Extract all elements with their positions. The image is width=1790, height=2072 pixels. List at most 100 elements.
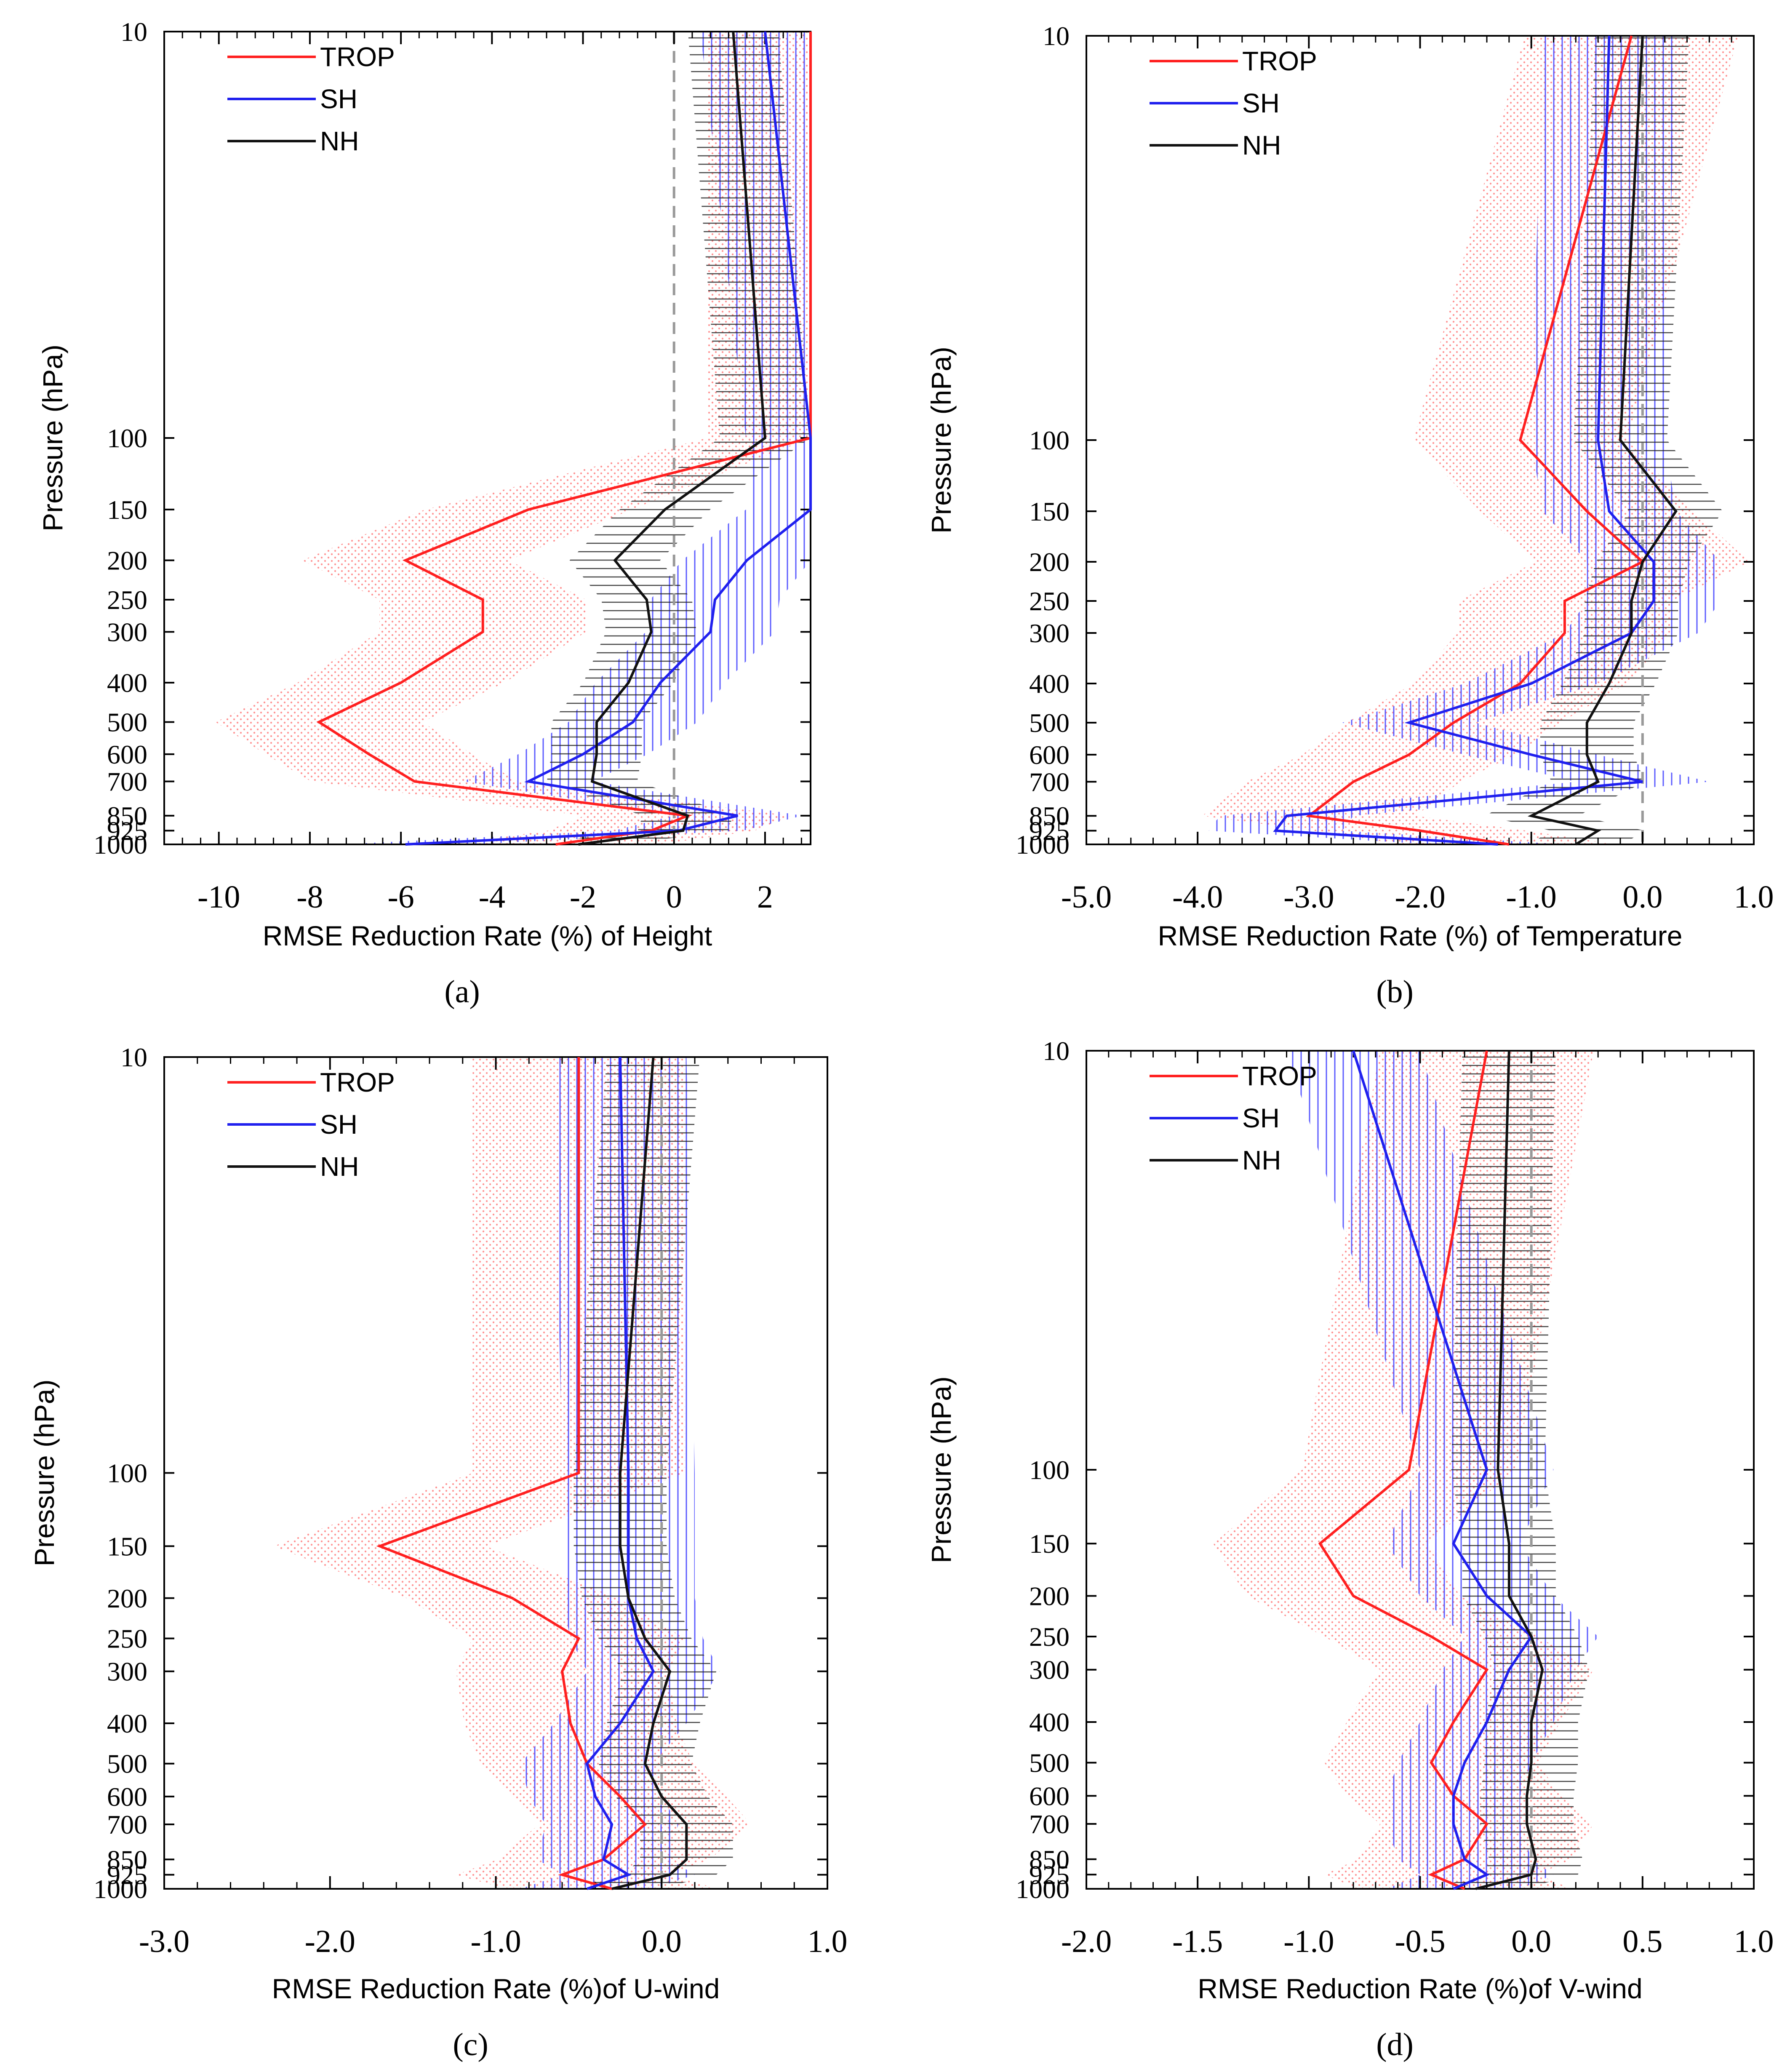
x-tick-label: -3.0 [1283, 879, 1334, 915]
x-tick-label: -2.0 [1395, 879, 1445, 915]
legend-label-trop: TROP [320, 42, 395, 72]
x-tick-label: -4.0 [1172, 879, 1223, 915]
legend-label-sh: SH [320, 1109, 357, 1140]
y-tick-label: 100 [1029, 1455, 1070, 1485]
x-axis-title: RMSE Reduction Rate (%)of V-wind [1198, 1973, 1642, 2004]
x-tick-label: -6 [387, 879, 414, 915]
y-tick-label: 300 [107, 1657, 147, 1687]
y-tick-label: 10 [120, 1042, 147, 1072]
y-tick-label: 500 [107, 708, 147, 737]
x-axis-title: RMSE Reduction Rate (%) of Height [263, 920, 712, 951]
x-axis-title: RMSE Reduction Rate (%)of U-wind [272, 1973, 720, 2004]
series-line-nh [611, 1057, 688, 1890]
y-tick-label: 10 [120, 17, 147, 47]
y-tick-label: 700 [1029, 1809, 1070, 1839]
y-tick-label: 150 [1029, 497, 1070, 526]
y-axis-title: Pressure (hPa) [926, 1376, 957, 1563]
series-line-nh [1475, 1050, 1544, 1890]
y-tick-label: 925 [1029, 1860, 1070, 1890]
y-tick-label: 10 [1043, 1036, 1070, 1066]
y-tick-label: 100 [107, 423, 147, 453]
x-tick-label: 0.0 [1622, 879, 1662, 915]
x-tick-label: 0.0 [1511, 1924, 1551, 1959]
y-tick-label: 850 [107, 1845, 147, 1874]
y-tick-label: 600 [107, 1782, 147, 1812]
panel-label: (a) [444, 974, 480, 1009]
legend-label-nh: NH [1242, 130, 1281, 160]
series-line-trop [1305, 35, 1645, 846]
x-tick-label: 1.0 [1734, 879, 1774, 915]
panel-label: (d) [1376, 2027, 1414, 2062]
spread-envelope-nh [565, 1057, 733, 1889]
x-tick-label: -2.0 [1061, 1924, 1112, 1959]
y-tick-label: 500 [1029, 708, 1070, 738]
x-tick-label: 1.0 [1734, 1924, 1774, 1959]
y-tick-label: 925 [107, 1860, 147, 1890]
y-tick-label: 600 [107, 740, 147, 769]
spread-envelopes [1213, 1051, 1598, 1889]
y-tick-label: 150 [1029, 1529, 1070, 1559]
y-tick-label: 150 [107, 495, 147, 525]
legend-label-sh: SH [320, 84, 357, 114]
legend-label-nh: NH [1242, 1145, 1281, 1175]
y-tick-label: 200 [1029, 1581, 1070, 1611]
legend-label-sh: SH [1242, 88, 1280, 118]
x-tick-label: 0.0 [642, 1924, 682, 1959]
x-tick-label: -0.5 [1395, 1924, 1445, 1959]
x-tick-label: -2 [570, 879, 596, 915]
x-tick-label: -1.5 [1172, 1924, 1223, 1959]
y-tick-label: 700 [1029, 767, 1070, 797]
y-tick-label: 400 [107, 1709, 147, 1738]
y-tick-label: 300 [107, 617, 147, 647]
x-tick-label: 2 [757, 879, 773, 915]
y-tick-label: 100 [107, 1458, 147, 1488]
y-tick-label: 600 [1029, 1781, 1070, 1811]
panel-label: (c) [453, 2027, 488, 2062]
y-axis-title: Pressure (hPa) [926, 347, 957, 534]
legend-label-sh: SH [1242, 1103, 1280, 1133]
y-tick-label: 500 [1029, 1748, 1070, 1778]
x-tick-label: -3.0 [139, 1924, 189, 1959]
y-tick-label: 250 [107, 585, 147, 615]
x-tick-label: -2.0 [305, 1924, 355, 1959]
y-tick-label: 400 [1029, 669, 1070, 699]
y-tick-label: 150 [107, 1531, 147, 1561]
x-tick-label: -5.0 [1061, 879, 1112, 915]
spread-envelope-nh [1429, 1051, 1590, 1889]
y-tick-label: 925 [107, 816, 147, 846]
x-tick-label: -1.0 [1506, 879, 1557, 915]
y-tick-label: 1000 [93, 830, 147, 860]
y-tick-label: 1000 [1016, 1874, 1070, 1904]
spread-envelope-sh [341, 32, 811, 844]
x-axis-title: RMSE Reduction Rate (%) of Temperature [1158, 920, 1683, 951]
y-tick-label: 200 [107, 1583, 147, 1613]
series-line-nh [578, 31, 767, 846]
y-tick-label: 500 [107, 1749, 147, 1779]
series-line-sh [585, 1057, 655, 1890]
y-axis-title: Pressure (hPa) [29, 1380, 60, 1567]
y-axis-title: Pressure (hPa) [37, 344, 68, 531]
y-tick-label: 10 [1043, 21, 1070, 51]
series-line-sh [405, 31, 812, 846]
legend-label-trop: TROP [320, 1067, 395, 1097]
panel-label: (b) [1376, 974, 1414, 1009]
y-tick-label: 700 [107, 1810, 147, 1840]
series-line-sh [1273, 35, 1655, 846]
x-tick-label: -1.0 [1283, 1924, 1334, 1959]
x-tick-label: 0 [666, 879, 682, 915]
y-tick-label: 850 [107, 801, 147, 831]
spread-envelope-nh [1484, 36, 1723, 844]
y-tick-label: 250 [1029, 586, 1070, 616]
x-tick-label: -1.0 [470, 1924, 521, 1959]
legend-label-trop: TROP [1242, 46, 1317, 76]
y-tick-label: 400 [1029, 1707, 1070, 1737]
y-tick-label: 250 [107, 1623, 147, 1653]
x-tick-label: -4 [479, 879, 505, 915]
y-tick-label: 400 [107, 668, 147, 698]
y-tick-label: 1000 [1016, 830, 1070, 860]
